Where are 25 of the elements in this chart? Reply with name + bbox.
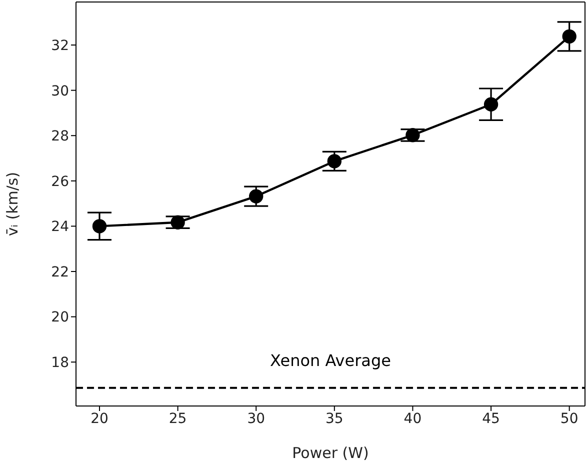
point bbox=[249, 189, 264, 204]
point bbox=[484, 97, 498, 112]
y-tick-label: 18 bbox=[51, 355, 69, 372]
point bbox=[170, 215, 185, 230]
y-tick-label: 22 bbox=[51, 264, 69, 280]
point bbox=[562, 29, 576, 44]
ref-line-label: Xenon Average bbox=[270, 350, 391, 370]
x-tick-label: 30 bbox=[247, 410, 266, 427]
y-tick-label: 24 bbox=[51, 219, 70, 236]
x-tick-label: 40 bbox=[404, 410, 422, 427]
x-tick-label: 45 bbox=[482, 410, 500, 427]
y-tick-label: 32 bbox=[51, 38, 69, 54]
point bbox=[92, 219, 107, 234]
x-axis-title: Power (W) bbox=[292, 444, 369, 462]
x-tick-label: 25 bbox=[168, 410, 187, 427]
y-axis-title: v̄ᵢ (km/s) bbox=[3, 172, 22, 236]
y-tick-label: 20 bbox=[51, 310, 69, 326]
y-tick-label: 28 bbox=[51, 128, 69, 145]
x-tick-label: 20 bbox=[90, 410, 108, 427]
x-tick-label: 35 bbox=[326, 410, 344, 427]
y-tick-label: 30 bbox=[51, 83, 69, 100]
y-tick-label: 26 bbox=[51, 174, 70, 190]
x-tick-label: 50 bbox=[560, 410, 578, 427]
point bbox=[327, 154, 342, 168]
point bbox=[406, 128, 420, 142]
